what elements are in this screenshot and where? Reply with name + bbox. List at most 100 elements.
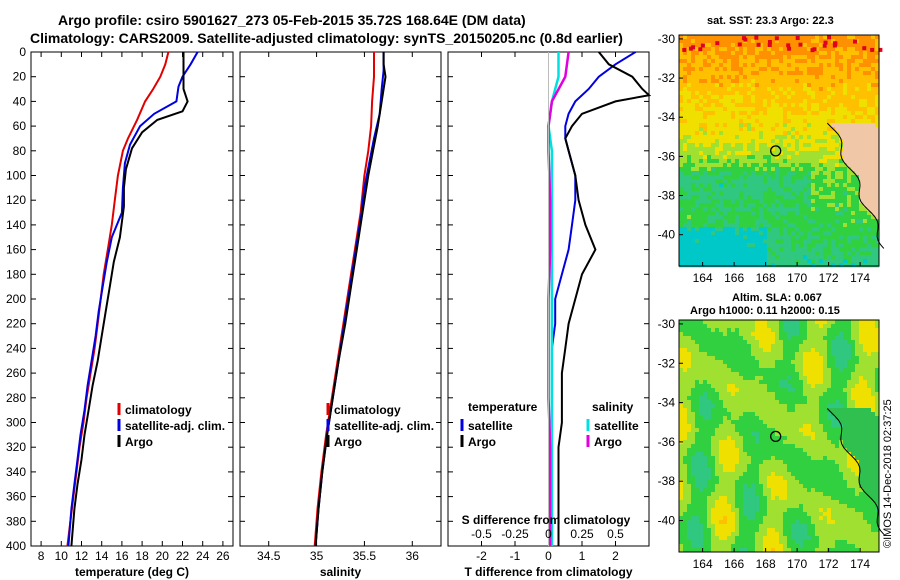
map-cell xyxy=(731,43,736,48)
map-cell xyxy=(867,428,872,433)
map-cell xyxy=(851,195,856,200)
map-cell xyxy=(679,35,684,40)
map-cell xyxy=(815,195,820,200)
map-cell xyxy=(851,43,856,48)
map-cell xyxy=(747,448,752,453)
map-cell xyxy=(783,408,788,413)
map-cell xyxy=(787,404,792,409)
map-cell xyxy=(867,151,872,156)
map-cell xyxy=(767,432,772,437)
map-cell xyxy=(819,215,824,220)
map-cell xyxy=(715,259,720,264)
map-cell xyxy=(739,384,744,389)
map-cell xyxy=(791,448,796,453)
map-cell xyxy=(791,392,796,397)
map-cell xyxy=(827,71,832,76)
map-cell xyxy=(771,380,776,385)
map-cell xyxy=(799,368,804,373)
map-y-tick-label: -32 xyxy=(658,71,676,85)
map-cell xyxy=(739,424,744,429)
map-cell xyxy=(711,55,716,60)
map-cell xyxy=(687,127,692,132)
map-cell xyxy=(735,47,740,52)
map-cell xyxy=(679,320,684,325)
map-cell xyxy=(851,163,856,168)
map-cell xyxy=(735,336,740,341)
map-cell xyxy=(767,263,772,268)
map-cell xyxy=(851,368,856,373)
map-cell xyxy=(707,404,712,409)
map-cell xyxy=(763,460,768,465)
map-cell xyxy=(811,75,816,80)
map-cell xyxy=(823,448,828,453)
map-cell xyxy=(815,360,820,365)
map-cell xyxy=(823,380,828,385)
map-cell xyxy=(723,39,728,44)
map-cell xyxy=(727,231,732,236)
map-cell xyxy=(699,79,704,84)
map-cell xyxy=(707,131,712,136)
map-cell xyxy=(811,151,816,156)
map-cell xyxy=(767,259,772,264)
map-cell xyxy=(803,195,808,200)
map-cell xyxy=(871,171,876,176)
map-cell xyxy=(851,131,856,136)
map-cell xyxy=(743,115,748,120)
map-cell xyxy=(795,155,800,160)
map-cell xyxy=(787,167,792,172)
map-cell xyxy=(779,364,784,369)
map-cell xyxy=(863,227,868,232)
map-cell xyxy=(807,123,812,128)
map-cell xyxy=(731,388,736,393)
map-cell xyxy=(699,227,704,232)
map-cell xyxy=(807,263,812,268)
map-cell xyxy=(827,135,832,140)
map-cell xyxy=(751,243,756,248)
map-cell xyxy=(859,123,864,128)
map-cell xyxy=(875,67,880,72)
map-cell xyxy=(835,167,840,172)
map-cell xyxy=(839,324,844,329)
map-cell xyxy=(751,400,756,405)
map-cell xyxy=(723,219,728,224)
map-cell xyxy=(787,239,792,244)
map-cell xyxy=(683,99,688,104)
map-cell xyxy=(839,51,844,56)
map-cell xyxy=(843,368,848,373)
map-cell xyxy=(819,388,824,393)
map-cell xyxy=(683,251,688,256)
map-cell xyxy=(711,51,716,56)
map-cell-hot xyxy=(798,42,803,47)
map-cell xyxy=(803,207,808,212)
map-cell xyxy=(855,215,860,220)
map-cell xyxy=(815,79,820,84)
map-cell xyxy=(811,376,816,381)
map-cell xyxy=(719,436,724,441)
map-cell xyxy=(787,340,792,345)
map-cell xyxy=(795,340,800,345)
map-cell xyxy=(843,179,848,184)
map-cell xyxy=(755,404,760,409)
map-cell xyxy=(755,408,760,413)
map-cell xyxy=(811,103,816,108)
map-cell xyxy=(711,259,716,264)
map-cell xyxy=(763,107,768,112)
map-cell xyxy=(723,408,728,413)
map-cell xyxy=(679,432,684,437)
map-cell xyxy=(691,380,696,385)
map-cell xyxy=(803,376,808,381)
map-cell xyxy=(843,123,848,128)
map-cell xyxy=(699,416,704,421)
map-cell xyxy=(791,103,796,108)
map-cell xyxy=(683,115,688,120)
map-cell xyxy=(871,247,876,252)
map-x-tick-label: 172 xyxy=(819,271,839,285)
map-cell xyxy=(791,95,796,100)
map-cell xyxy=(735,87,740,92)
map-cell xyxy=(799,432,804,437)
map-cell xyxy=(795,348,800,353)
map-cell xyxy=(859,360,864,365)
map-cell xyxy=(823,75,828,80)
map-cell xyxy=(799,207,804,212)
map-cell xyxy=(683,255,688,260)
